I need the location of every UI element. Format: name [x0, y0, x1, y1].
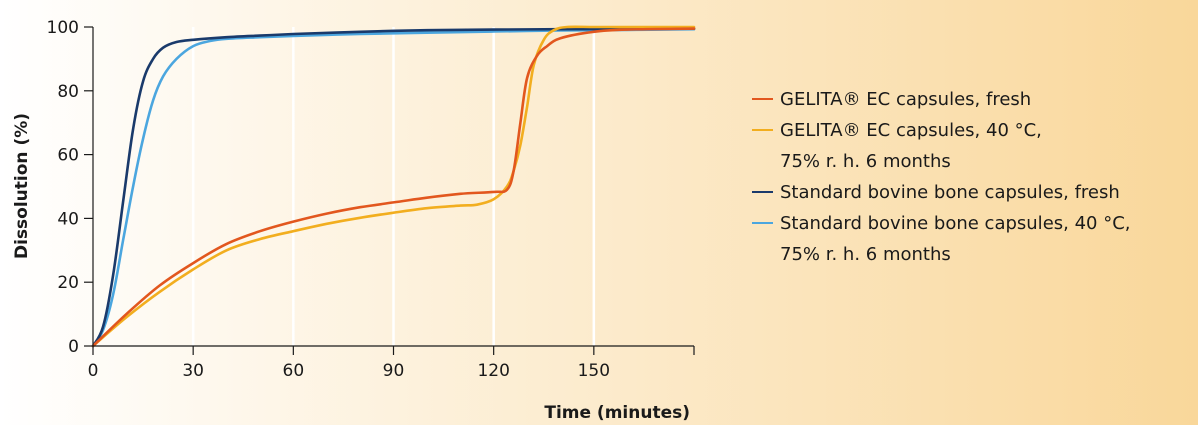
y-axis-title: Dissolution (%)	[12, 113, 32, 259]
series-line-gelita-aged	[91, 25, 696, 348]
y-tick-label: 100	[47, 18, 79, 38]
ticks: 0 30 60 90 120 150 0 20 40 60 80 100	[47, 18, 695, 381]
legend-label: GELITA® EC capsules, 40 °C, 75% r. h. 6 …	[780, 120, 1042, 172]
legend-swatch	[752, 129, 773, 131]
x-tick-label: 0	[88, 361, 99, 381]
x-axis-title: Time (minutes)	[544, 403, 690, 423]
legend-swatch	[752, 222, 773, 224]
y-tick-label: 0	[68, 337, 79, 357]
legend-label: GELITA® EC capsules, fresh	[780, 89, 1032, 110]
y-tick-label: 20	[57, 273, 79, 293]
y-tick-label: 40	[57, 209, 79, 229]
series-line-bovine-aged	[91, 27, 696, 348]
legend-item-bovine-aged: Standard bovine bone capsules, 40 °C, 75…	[752, 208, 1192, 270]
legend-item-gelita-fresh: GELITA® EC capsules, fresh	[752, 84, 1192, 115]
legend: GELITA® EC capsules, fresh GELITA® EC ca…	[752, 84, 1192, 270]
legend-swatch	[752, 98, 773, 100]
series-line-bovine-fresh	[91, 27, 696, 348]
x-tick-label: 150	[578, 361, 610, 381]
x-tick-label: 30	[182, 361, 204, 381]
legend-swatch	[752, 191, 773, 193]
gridlines	[191, 27, 596, 346]
y-tick-label: 80	[57, 82, 79, 102]
legend-label: Standard bovine bone capsules, 40 °C, 75…	[780, 213, 1131, 265]
x-tick-label: 90	[383, 361, 405, 381]
y-tick-label: 60	[57, 146, 79, 166]
series-lines	[91, 25, 696, 348]
legend-item-bovine-fresh: Standard bovine bone capsules, fresh	[752, 177, 1192, 208]
legend-item-gelita-aged: GELITA® EC capsules, 40 °C, 75% r. h. 6 …	[752, 115, 1192, 177]
legend-label: Standard bovine bone capsules, fresh	[780, 182, 1120, 203]
x-tick-label: 60	[283, 361, 305, 381]
x-tick-label: 120	[477, 361, 509, 381]
series-line-gelita-fresh	[91, 27, 696, 348]
